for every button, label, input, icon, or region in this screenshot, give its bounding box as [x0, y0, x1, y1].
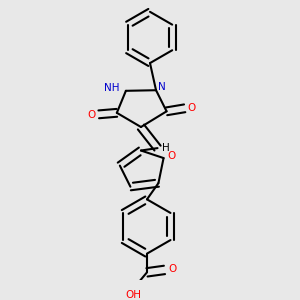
Text: N: N: [158, 82, 165, 92]
Text: O: O: [188, 103, 196, 113]
Text: O: O: [168, 151, 176, 161]
Text: O: O: [87, 110, 95, 120]
Text: O: O: [168, 264, 176, 274]
Text: H: H: [162, 143, 170, 153]
Text: OH: OH: [125, 290, 141, 300]
Text: NH: NH: [104, 83, 119, 93]
